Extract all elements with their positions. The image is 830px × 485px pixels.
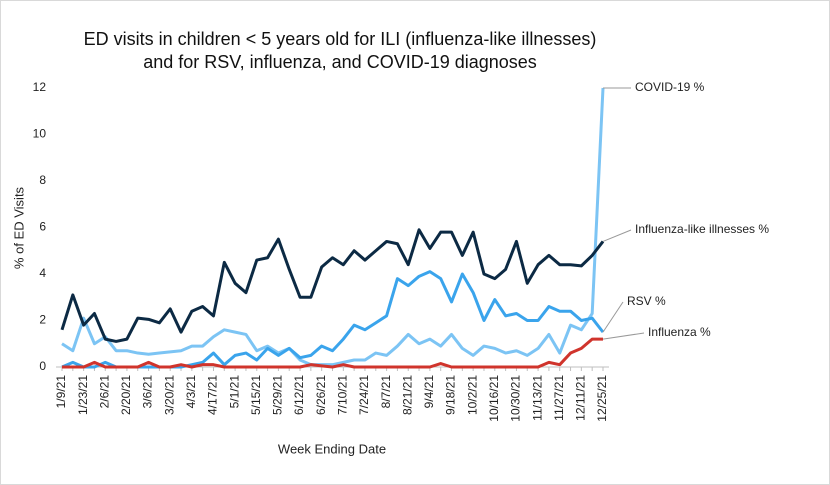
series-line [62, 337, 603, 369]
x-tick-label: 10/2/21 [465, 375, 479, 415]
x-tick-label: 7/10/21 [335, 375, 349, 415]
x-tick-label: 8/7/21 [379, 375, 393, 409]
x-tick-label: 12/11/21 [574, 375, 588, 421]
y-tick-label: 12 [33, 80, 47, 94]
y-axis-title: % of ED Visits [11, 186, 26, 269]
x-tick-label: 9/18/21 [444, 375, 458, 415]
x-tick-label: 3/20/21 [162, 375, 176, 415]
x-tick-label: 4/3/21 [184, 375, 198, 409]
y-tick-label: 4 [39, 266, 46, 280]
series-label: RSV % [627, 294, 666, 308]
x-tick-label: 8/21/21 [400, 375, 414, 415]
x-tick-label: 11/13/21 [530, 375, 544, 421]
series-label: Influenza-like illnesses % [635, 222, 769, 236]
x-tick-label: 5/15/21 [249, 375, 263, 415]
x-tick-label: 9/4/21 [422, 375, 436, 409]
x-tick-label: 10/16/21 [487, 375, 501, 422]
x-axis-title: Week Ending Date [278, 441, 386, 456]
y-tick-label: 10 [33, 127, 47, 141]
x-tick-label: 2/6/21 [97, 375, 111, 409]
x-tick-label: 2/20/21 [119, 375, 133, 415]
y-tick-label: 6 [39, 220, 46, 234]
x-tick-label: 5/29/21 [271, 375, 285, 415]
series-label: COVID-19 % [635, 80, 705, 94]
x-tick-label: 1/23/21 [76, 375, 90, 415]
x-tick-label: 4/17/21 [206, 375, 220, 415]
chart-title: and for RSV, influenza, and COVID-19 dia… [143, 52, 537, 72]
x-tick-label: 6/12/21 [292, 375, 306, 415]
x-tick-label: 5/1/21 [227, 375, 241, 409]
series-line [61, 270, 605, 369]
x-tick-label: 6/26/21 [314, 375, 328, 415]
series-line [60, 228, 605, 343]
y-tick-label: 2 [39, 313, 46, 327]
series-line [61, 87, 605, 367]
label-leader [602, 332, 645, 340]
x-tick-label: 7/24/21 [357, 375, 371, 415]
chart-title: ED visits in children < 5 years old for … [84, 29, 597, 49]
x-tick-label: 3/6/21 [141, 375, 155, 409]
y-tick-label: 0 [39, 359, 46, 373]
x-tick-label: 11/27/21 [552, 375, 566, 421]
label-leader [602, 229, 632, 242]
x-tick-label: 1/9/21 [54, 375, 68, 409]
series-label: Influenza % [648, 325, 711, 339]
x-tick-label: 12/25/21 [595, 375, 609, 422]
y-tick-label: 8 [39, 173, 46, 187]
label-leader [602, 301, 624, 333]
x-tick-label: 10/30/21 [509, 375, 523, 422]
